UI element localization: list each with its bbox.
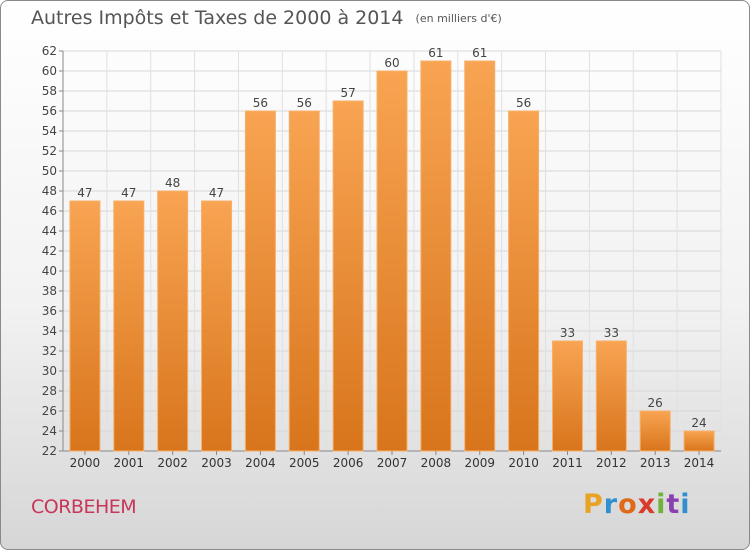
- x-tick-label: 2002: [157, 456, 188, 470]
- y-tick-label: 62: [42, 44, 57, 58]
- brand-letter: x: [637, 489, 657, 520]
- y-tick-label: 60: [42, 64, 57, 78]
- chart-title: Autres Impôts et Taxes de 2000 à 2014 (e…: [31, 7, 502, 29]
- data-label: 57: [340, 86, 355, 100]
- x-tick-label: 2012: [596, 456, 627, 470]
- brand-letter: t: [666, 489, 681, 520]
- brand-letter: o: [618, 489, 638, 520]
- x-tick-label: 2013: [640, 456, 671, 470]
- y-tick-label: 50: [42, 164, 57, 178]
- brand-letter: P: [583, 489, 604, 520]
- brand-letter: i: [680, 489, 691, 520]
- y-tick-label: 56: [42, 104, 57, 118]
- bar: [595, 340, 627, 452]
- x-tick-label: 2005: [289, 456, 320, 470]
- x-tick-label: 2009: [464, 456, 495, 470]
- bar: [420, 60, 452, 452]
- data-label: 60: [384, 56, 399, 70]
- data-label: 26: [648, 396, 663, 410]
- city-name: CORBEHEM: [31, 496, 137, 518]
- x-tick-label: 2006: [333, 456, 364, 470]
- y-tick-label: 24: [42, 424, 57, 438]
- y-tick-label: 52: [42, 144, 57, 158]
- bar: [639, 410, 671, 452]
- bar: [464, 60, 496, 452]
- data-label: 56: [297, 96, 312, 110]
- bar: [508, 110, 540, 452]
- y-tick-label: 34: [42, 324, 57, 338]
- y-tick-label: 46: [42, 204, 57, 218]
- bar: [551, 340, 583, 452]
- y-tick-label: 58: [42, 84, 57, 98]
- x-tick-label: 2007: [377, 456, 408, 470]
- data-label: 33: [604, 326, 619, 340]
- bar: [332, 100, 364, 452]
- y-tick-label: 44: [42, 224, 57, 238]
- bar: [69, 200, 101, 452]
- x-tick-label: 2010: [508, 456, 539, 470]
- bar: [376, 70, 408, 452]
- y-tick-label: 28: [42, 384, 57, 398]
- title-text: Autres Impôts et Taxes de 2000 à 2014: [31, 7, 404, 29]
- data-label: 47: [77, 186, 92, 200]
- y-tick-label: 38: [42, 284, 57, 298]
- bar: [683, 430, 715, 452]
- y-tick-label: 32: [42, 344, 57, 358]
- x-tick-label: 2011: [552, 456, 583, 470]
- y-tick-label: 40: [42, 264, 57, 278]
- y-tick-label: 54: [42, 124, 57, 138]
- x-tick-label: 2001: [114, 456, 145, 470]
- x-tick-label: 2004: [245, 456, 276, 470]
- bar: [288, 110, 320, 452]
- data-label: 56: [516, 96, 531, 110]
- data-label: 33: [560, 326, 575, 340]
- x-tick-label: 2014: [684, 456, 715, 470]
- data-label: 48: [165, 176, 180, 190]
- x-tick-label: 2003: [201, 456, 232, 470]
- bar: [244, 110, 276, 452]
- brand-letter: i: [656, 489, 667, 520]
- x-tick-label: 2000: [70, 456, 101, 470]
- y-tick-label: 22: [42, 444, 57, 458]
- x-tick-label: 2008: [421, 456, 452, 470]
- data-label: 61: [428, 46, 443, 60]
- y-tick-label: 26: [42, 404, 57, 418]
- title-unit: (en milliers d'€): [415, 12, 502, 25]
- data-label: 47: [121, 186, 136, 200]
- brand-logo: Proxiti: [583, 489, 691, 520]
- bar: [113, 200, 145, 452]
- data-label: 24: [691, 416, 706, 430]
- bar: [157, 190, 189, 452]
- data-label: 61: [472, 46, 487, 60]
- data-label: 47: [209, 186, 224, 200]
- y-tick-label: 30: [42, 364, 57, 378]
- bar: [201, 200, 233, 452]
- brand-letter: r: [603, 489, 619, 520]
- data-label: 56: [253, 96, 268, 110]
- y-tick-label: 36: [42, 304, 57, 318]
- y-tick-label: 42: [42, 244, 57, 258]
- y-tick-label: 48: [42, 184, 57, 198]
